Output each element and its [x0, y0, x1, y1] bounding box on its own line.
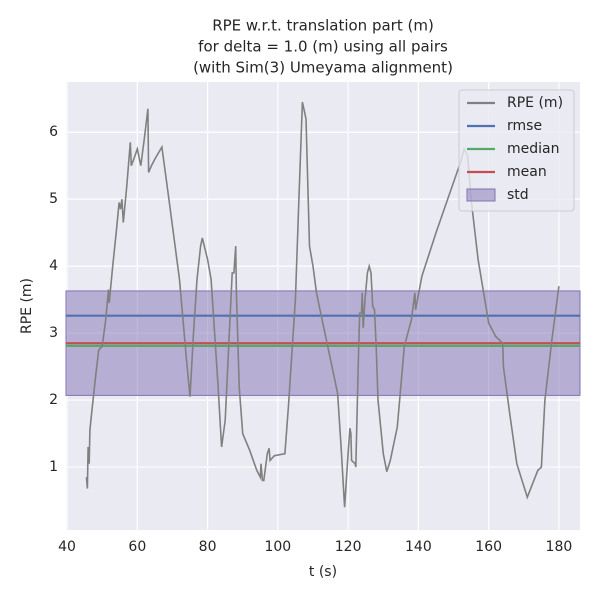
x-tick-label: 180	[546, 539, 573, 555]
chart-title: (with Sim(3) Umeyama alignment)	[193, 59, 453, 77]
x-tick-label: 80	[199, 539, 217, 555]
y-tick-label: 1	[49, 459, 58, 475]
legend-label: std	[507, 187, 529, 203]
legend-label: median	[507, 141, 559, 157]
y-axis-label: RPE (m)	[19, 278, 35, 334]
rpe-line	[85, 101, 560, 508]
chart-title: for delta = 1.0 (m) using all pairs	[198, 38, 448, 56]
x-axis-label: t (s)	[309, 564, 337, 580]
chart-title: RPE w.r.t. translation part (m)	[212, 17, 434, 35]
legend-label: rmse	[507, 118, 542, 134]
x-tick-label: 100	[264, 539, 291, 555]
x-tick-label: 160	[475, 539, 502, 555]
y-tick-label: 5	[49, 191, 58, 207]
legend-box	[458, 89, 575, 212]
y-tick-label: 2	[49, 392, 58, 408]
x-tick-label: 60	[128, 539, 146, 555]
x-tick-label: 140	[405, 539, 432, 555]
x-tick-label: 40	[58, 539, 76, 555]
legend-label: mean	[507, 164, 547, 180]
y-tick-label: 3	[49, 325, 58, 341]
x-tick-label: 120	[335, 539, 362, 555]
legend-swatch	[466, 188, 496, 202]
y-tick-label: 6	[49, 124, 58, 140]
y-tick-label: 4	[49, 258, 58, 274]
legend-label: RPE (m)	[507, 95, 563, 111]
